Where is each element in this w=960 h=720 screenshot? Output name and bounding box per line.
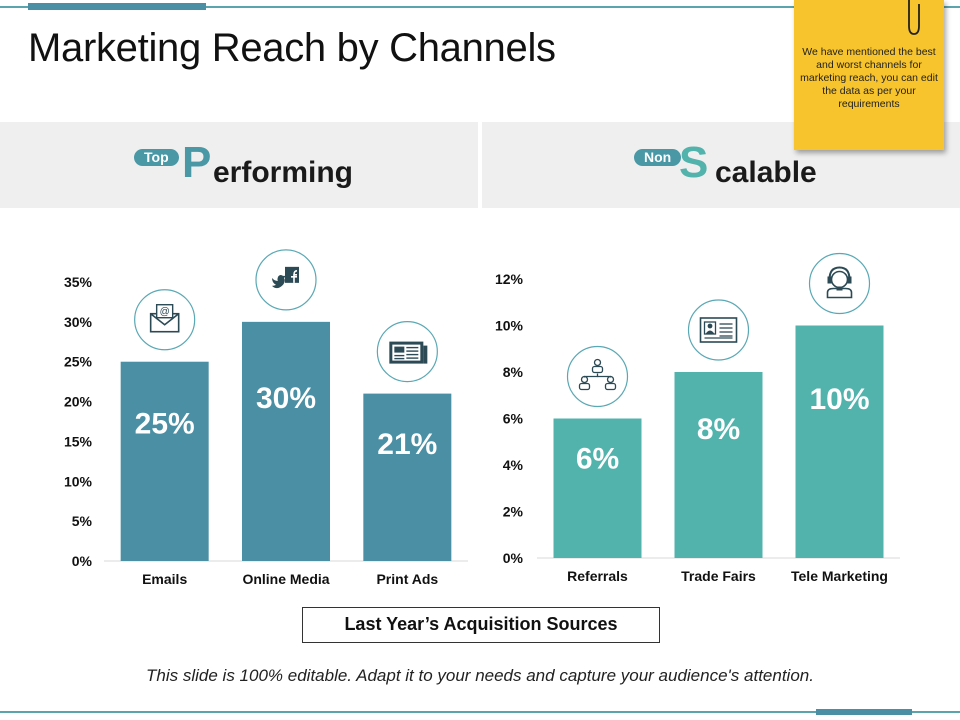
category-label: Emails	[142, 571, 187, 587]
y-tick-label: 2%	[503, 504, 524, 520]
bar	[120, 361, 209, 561]
svg-text:@: @	[160, 307, 170, 318]
bottom-accent-bar	[816, 709, 912, 715]
heading-rest-scalable: calable	[715, 156, 817, 189]
y-tick-label: 0%	[503, 550, 524, 566]
left-heading-band	[0, 122, 478, 208]
top-performing-chart: 0% 5% 10% 15% 20% 25% 30% 35% 25% Emails @30% Onlin…	[64, 249, 468, 587]
category-label: Tele Marketing	[791, 568, 888, 584]
heading-initial-p: P	[182, 138, 212, 187]
top-pill: Top	[134, 149, 179, 166]
y-tick-label: 4%	[503, 457, 524, 473]
newspaper-icon	[376, 321, 438, 383]
data-label: 10%	[809, 383, 869, 416]
category-label: Trade Fairs	[681, 568, 756, 584]
legend-label: Last Year’s Acquisition Sources	[344, 614, 618, 634]
bottom-rule	[0, 711, 960, 713]
non-scalable-heading: Non S calable	[634, 138, 874, 196]
y-tick-label: 10%	[495, 318, 524, 334]
y-tick-label: 20%	[64, 394, 93, 410]
non-pill: Non	[634, 149, 682, 166]
category-label: Print Ads	[376, 571, 438, 587]
category-label: Online Media	[242, 571, 329, 587]
y-tick-label: 12%	[495, 271, 524, 287]
legend-box: Last Year’s Acquisition Sources	[302, 607, 660, 643]
bar	[363, 393, 452, 561]
top-rule	[0, 6, 960, 8]
y-tick-label: 10%	[64, 473, 93, 489]
y-tick-label: 35%	[64, 274, 93, 290]
id-card-icon	[687, 299, 750, 361]
footer-note: This slide is 100% editable. Adapt it to…	[146, 666, 814, 685]
social-media-icon	[255, 249, 317, 311]
sticky-note-text: We have mentioned the best and worst cha…	[800, 46, 938, 110]
bar	[242, 321, 330, 561]
y-tick-label: 0%	[72, 553, 93, 569]
y-tick-label: 25%	[64, 354, 93, 370]
email-icon: @	[134, 289, 196, 351]
data-label: 8%	[697, 413, 740, 446]
data-label: 21%	[377, 428, 437, 461]
top-performing-heading: Top P erforming	[134, 138, 394, 196]
category-label: Referrals	[567, 568, 628, 584]
data-label: 30%	[256, 382, 316, 415]
bar	[674, 372, 763, 558]
data-label: 6%	[576, 443, 619, 476]
y-tick-label: 30%	[64, 314, 93, 330]
bar	[795, 325, 884, 558]
y-tick-label: 8%	[503, 364, 524, 380]
y-tick-label: 15%	[64, 433, 93, 449]
referral-network-icon	[566, 345, 629, 408]
heading-rest-performing: erforming	[213, 156, 354, 189]
data-label: 25%	[135, 407, 195, 440]
page-title: Marketing Reach by Channels	[28, 26, 556, 70]
heading-initial-s: S	[679, 138, 709, 187]
non-scalable-chart: 0% 2% 4% 6% 8% 10% 12% 6% Referrals 8% Trade Fairs…	[495, 252, 900, 584]
y-tick-label: 6%	[503, 411, 524, 427]
y-tick-label: 5%	[72, 513, 93, 529]
paperclip-icon	[908, 0, 920, 35]
call-center-agent-icon	[808, 252, 871, 315]
bar	[553, 418, 642, 558]
top-accent-bar	[28, 3, 206, 10]
